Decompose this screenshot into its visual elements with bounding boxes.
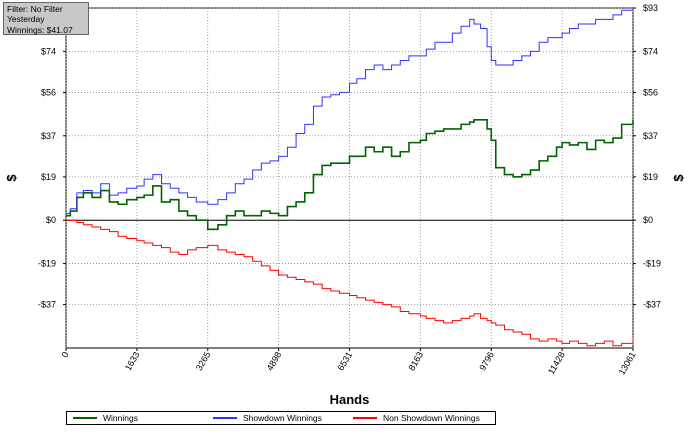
y-tick-label-right: $0 — [643, 215, 653, 225]
legend-label-winnings: Winnings — [103, 413, 138, 423]
y-axis-title-right: $ — [671, 174, 686, 182]
x-tick-label: 11428 — [546, 350, 567, 376]
showdown-winnings-line — [66, 8, 634, 214]
legend-item-showdown-winnings[interactable]: Showdown Winnings — [213, 412, 322, 424]
x-tick-label: 3265 — [194, 350, 213, 372]
chart-legend: Winnings Showdown Winnings Non Showdown … — [66, 411, 496, 425]
legend-swatch-non-showdown — [353, 417, 377, 419]
y-tick-label-right: $37 — [643, 131, 658, 141]
y-tick-label-left: $74 — [41, 46, 56, 56]
y-tick-label-right: $56 — [643, 87, 658, 97]
filter-info-box: Filter: No Filter Yesterday Winnings: $4… — [3, 2, 89, 35]
y-tick-label-right: $74 — [643, 46, 658, 56]
legend-item-non-showdown-winnings[interactable]: Non Showdown Winnings — [353, 412, 480, 424]
y-tick-label-right: -$19 — [643, 259, 661, 269]
x-tick-label: 4898 — [265, 350, 284, 372]
x-tick-label: 9796 — [477, 350, 496, 372]
plot-area — [65, 7, 634, 349]
x-tick-label: 0 — [60, 350, 71, 359]
winnings-label: Winnings: $41.07 — [7, 24, 73, 35]
y-tick-label-right: $93 — [643, 3, 658, 13]
y-tick-label-right: -$37 — [643, 300, 661, 310]
winnings-line — [66, 119, 634, 231]
filter-label: Filter: No Filter — [7, 4, 63, 14]
legend-swatch-showdown — [213, 417, 237, 419]
y-tick-label-left: $56 — [41, 87, 56, 97]
x-tick-label: 8163 — [406, 350, 425, 372]
legend-item-winnings[interactable]: Winnings — [73, 412, 138, 424]
period-label: Yesterday — [7, 14, 45, 25]
y-tick-label-left: $37 — [41, 131, 56, 141]
y-tick-label-left: $19 — [41, 172, 56, 182]
x-axis-title: Hands — [330, 392, 370, 407]
legend-label-non-showdown: Non Showdown Winnings — [383, 413, 480, 423]
y-tick-label-left: -$37 — [38, 300, 56, 310]
non-showdown-winnings-line — [66, 219, 634, 347]
legend-swatch-winnings — [73, 417, 97, 419]
x-tick-label: 1633 — [123, 350, 142, 372]
y-tick-label-right: $19 — [643, 172, 658, 182]
y-tick-label-left: -$19 — [38, 259, 56, 269]
x-tick-label: 13061 — [617, 350, 638, 377]
y-axis-title-left: $ — [4, 174, 19, 182]
legend-label-showdown: Showdown Winnings — [243, 413, 322, 423]
y-tick-label-left: $0 — [46, 215, 56, 225]
x-tick-label: 6531 — [336, 350, 355, 372]
